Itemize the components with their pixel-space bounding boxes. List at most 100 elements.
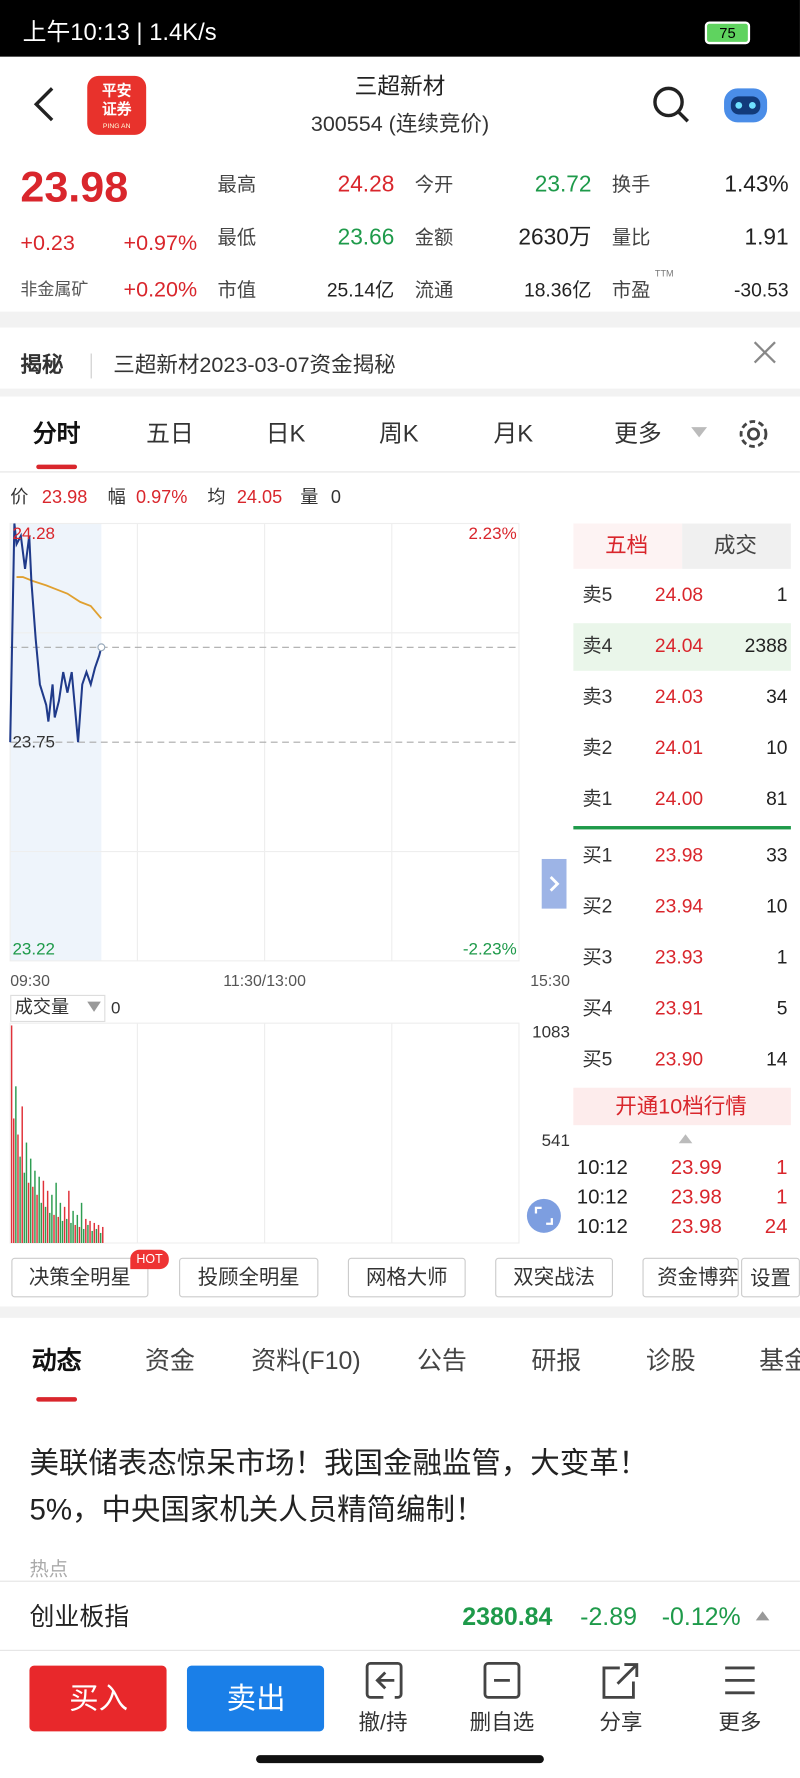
trade-time: 10:12 xyxy=(576,1185,628,1208)
volume-bar xyxy=(15,1086,17,1244)
stat-value: 18.36亿 xyxy=(524,279,592,301)
book-qty: 5 xyxy=(776,997,788,1020)
chart-tab[interactable]: 月K xyxy=(493,420,534,448)
action-label[interactable]: 删自选 xyxy=(469,1711,535,1736)
settings-button[interactable] xyxy=(737,417,771,451)
volume-bar xyxy=(99,1232,102,1244)
book-price: 24.04 xyxy=(654,635,704,657)
news-headline[interactable]: 美联储表态惊呆市场！我国金融监管，大变革！ xyxy=(29,1445,649,1480)
logo-bg xyxy=(87,75,147,135)
volume-bar xyxy=(97,1224,100,1244)
promo-bg[interactable] xyxy=(573,1087,791,1126)
stat-label: 量比 xyxy=(611,227,651,249)
info-item: 均 xyxy=(207,488,226,508)
volume-bar xyxy=(25,1142,28,1244)
chart-tab[interactable]: 分时 xyxy=(32,420,81,448)
tool-button[interactable]: 双突战法 xyxy=(495,1257,614,1298)
y-tick-label: 23.22 xyxy=(12,939,56,960)
chart-tab[interactable]: 五日 xyxy=(146,420,194,448)
chart-tab[interactable]: 日K xyxy=(265,420,306,448)
trade-qty: 1 xyxy=(776,1185,788,1208)
index-change-pct: -0.12% xyxy=(661,1602,741,1631)
action-label[interactable]: 分享 xyxy=(599,1711,643,1736)
pct-label: -2.23% xyxy=(462,939,517,960)
book-label: 买5 xyxy=(582,1048,613,1071)
volume-bar xyxy=(29,1158,32,1244)
volume-bar xyxy=(85,1218,87,1244)
book-qty: 81 xyxy=(766,788,788,810)
book-qty: 14 xyxy=(766,1048,788,1071)
volume-bar xyxy=(23,1172,26,1244)
notice-tag[interactable]: 揭秘 xyxy=(20,354,64,378)
book-tab[interactable]: 五档 xyxy=(605,534,649,559)
news-headline[interactable]: 5%，中央国家机关人员精简编制！ xyxy=(29,1492,485,1527)
index-name[interactable]: 创业板指 xyxy=(29,1602,130,1631)
volume-bar xyxy=(87,1224,89,1244)
content-tab[interactable]: 基金 xyxy=(759,1346,800,1375)
price-dot xyxy=(97,643,106,652)
icon-withdraw xyxy=(365,1661,403,1699)
action-label[interactable]: 撤/持 xyxy=(358,1711,408,1736)
assistant-button[interactable] xyxy=(721,79,771,129)
notice-text[interactable]: 三超新材2023-03-07资金揭秘 xyxy=(113,354,396,378)
volume-frame xyxy=(9,1022,520,1244)
stat-value: 23.72 xyxy=(534,172,592,198)
volume-bar xyxy=(46,1190,49,1244)
last-price: 23.98 xyxy=(20,164,129,212)
stat-value: 1.43% xyxy=(724,172,789,198)
gap xyxy=(0,1306,800,1318)
chart-tab[interactable]: 周K xyxy=(379,420,419,448)
price-change: +0.23 xyxy=(20,231,75,256)
tool-button[interactable]: 资金博弈 xyxy=(642,1257,739,1298)
volume-bar xyxy=(76,1214,79,1244)
volume-bar xyxy=(72,1210,74,1244)
divider xyxy=(0,471,800,473)
ask-highlight xyxy=(573,623,791,671)
tool-button[interactable]: 网格大师 xyxy=(347,1257,466,1298)
book-tab[interactable]: 成交 xyxy=(713,534,757,559)
settings-button-bg[interactable] xyxy=(741,1257,800,1298)
fullscreen-button[interactable] xyxy=(526,1198,562,1234)
logo-text: 证券 xyxy=(101,100,132,118)
status-bar-bg xyxy=(0,0,800,57)
buy-button[interactable] xyxy=(29,1665,167,1732)
price-line xyxy=(9,523,103,743)
logo-text: 平安 xyxy=(101,82,132,100)
stat-value: -30.53 xyxy=(734,279,789,301)
settings-text[interactable]: 设置 xyxy=(750,1266,791,1290)
volume-bar xyxy=(74,1224,76,1244)
expand-button[interactable] xyxy=(541,858,567,909)
close-button[interactable] xyxy=(751,339,778,366)
gesture-bar xyxy=(256,1755,544,1764)
content-tab[interactable]: 研报 xyxy=(531,1346,582,1375)
gap xyxy=(0,388,800,397)
volume-bar xyxy=(59,1202,62,1244)
volume-bar xyxy=(61,1220,64,1244)
promo-text[interactable]: 开通10档行情 xyxy=(615,1095,747,1119)
info-item: 0 xyxy=(330,488,341,508)
tool-button-label: 决策全明星 xyxy=(28,1265,131,1289)
action-label[interactable]: 更多 xyxy=(718,1711,762,1736)
tool-button[interactable]: 投顾全明星 xyxy=(179,1257,319,1298)
volume-bar xyxy=(40,1202,43,1244)
x-tick-label: 09:30 xyxy=(10,971,50,990)
tool-button[interactable]: 决策全明星 xyxy=(11,1257,149,1298)
back-button[interactable] xyxy=(29,84,58,125)
trade-price: 23.98 xyxy=(670,1214,722,1238)
volume-bar xyxy=(53,1214,55,1244)
volume-bar xyxy=(17,1134,19,1244)
volume-bar xyxy=(63,1206,66,1244)
stat-value: 23.66 xyxy=(337,225,395,251)
status-time: 上午10:13 | 1.4K/s xyxy=(22,19,217,46)
volume-bar xyxy=(10,1025,13,1244)
book-price: 23.91 xyxy=(654,997,704,1020)
search-button[interactable] xyxy=(650,84,691,125)
content-tab[interactable]: 资料(F10) xyxy=(251,1346,361,1375)
sell-button[interactable] xyxy=(186,1665,325,1732)
content-tab[interactable]: 资金 xyxy=(145,1346,195,1375)
content-tab[interactable]: 公告 xyxy=(416,1346,467,1375)
book-label: 卖4 xyxy=(582,635,613,657)
chart-tab[interactable]: 更多 xyxy=(614,420,662,448)
content-tab[interactable]: 诊股 xyxy=(645,1346,696,1375)
content-tab[interactable]: 动态 xyxy=(31,1346,82,1375)
